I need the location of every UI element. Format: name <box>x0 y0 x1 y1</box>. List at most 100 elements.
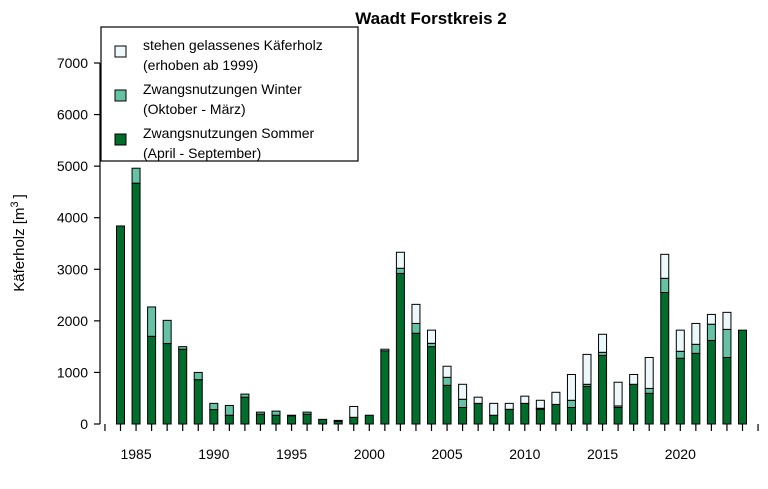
legend-label-sommer: Zwangsnutzungen Sommer <box>143 125 315 141</box>
y-tick-label: 2000 <box>57 313 88 329</box>
bar-winter-1987 <box>162 319 172 345</box>
bar-sommer-2024 <box>738 329 747 425</box>
bar-winter-1992 <box>240 393 250 398</box>
bar-stehen-2017 <box>629 373 639 385</box>
bar-stehen-2010 <box>520 395 530 404</box>
bar-winter-1990 <box>209 402 219 411</box>
bar-stehen-2013 <box>566 373 576 401</box>
x-tick-label: 2005 <box>431 446 462 462</box>
bar-stehen-2015 <box>598 333 608 353</box>
x-tick-label: 1985 <box>120 446 151 462</box>
y-tick-label: 3000 <box>57 261 88 277</box>
bar-sommer-1993 <box>255 413 265 425</box>
y-tick-label: 6000 <box>57 107 88 123</box>
legend: stehen gelassenes Käferholz (erhoben ab … <box>100 26 359 162</box>
bar-stehen-2018 <box>644 356 654 389</box>
bar-stehen-2006 <box>458 383 468 400</box>
bar-sommer-2023 <box>722 356 732 425</box>
bar-sommer-2015 <box>598 354 608 425</box>
bar-winter-2006 <box>458 398 468 408</box>
bar-stehen-2023 <box>722 311 732 330</box>
y-tick-label: 1000 <box>57 364 88 380</box>
bar-sommer-2014 <box>582 385 592 425</box>
x-tick-label: 2010 <box>509 446 540 462</box>
bar-sommer-2016 <box>613 406 623 425</box>
bar-sommer-1995 <box>287 415 297 425</box>
y-tick-label: 0 <box>80 416 88 432</box>
bar-stehen-2003 <box>411 303 421 324</box>
bar-stehen-2021 <box>691 322 701 345</box>
x-tick-label: 2015 <box>587 446 618 462</box>
bar-winter-1995 <box>287 414 297 417</box>
bar-sommer-2022 <box>706 339 716 425</box>
bar-sommer-2003 <box>411 332 421 425</box>
bar-sommer-2005 <box>442 384 452 425</box>
bar-sommer-1989 <box>193 379 203 425</box>
bar-winter-2003 <box>411 322 421 334</box>
bar-sommer-2002 <box>395 272 405 425</box>
legend-label-sommer-sub: (April - September) <box>143 145 261 161</box>
bar-winter-1994 <box>271 410 281 416</box>
bar-winter-1993 <box>255 411 265 415</box>
bar-winter-2018 <box>644 387 654 394</box>
legend-swatch-sommer <box>114 133 127 146</box>
bar-sommer-2008 <box>489 414 499 425</box>
bar-sommer-1994 <box>271 414 281 425</box>
bar-stehen-2009 <box>504 402 514 410</box>
bar-sommer-2006 <box>458 406 468 425</box>
bar-stehen-2002 <box>395 251 405 269</box>
bar-winter-2019 <box>660 277 670 293</box>
bar-winter-2022 <box>706 323 716 341</box>
legend-label-winter: Zwangsnutzungen Winter <box>143 81 302 97</box>
bar-sommer-2020 <box>675 357 685 425</box>
bar-sommer-1988 <box>178 348 188 425</box>
bar-sommer-2010 <box>520 402 530 425</box>
bar-sommer-2009 <box>504 408 514 425</box>
bar-stehen-2019 <box>660 253 670 279</box>
bar-winter-1991 <box>224 404 234 416</box>
bar-sommer-1991 <box>224 414 234 425</box>
legend-swatch-winter <box>114 89 127 102</box>
bar-sommer-1996 <box>302 413 312 425</box>
bar-winter-2004 <box>427 342 436 348</box>
bar-winter-2021 <box>691 343 701 354</box>
legend-box <box>100 26 359 162</box>
bar-sommer-2011 <box>535 408 545 425</box>
bar-winter-2013 <box>566 399 576 408</box>
bar-sommer-1997 <box>318 418 328 425</box>
bar-sommer-1985 <box>131 182 141 425</box>
bar-winter-1996 <box>302 411 312 415</box>
y-axis: 0 1000 2000 3000 4000 5000 6000 7000 <box>57 55 101 432</box>
bars <box>116 167 747 425</box>
y-tick-label: 7000 <box>57 55 88 71</box>
x-tick-label: 1990 <box>198 446 229 462</box>
legend-swatch-stehen <box>114 45 127 58</box>
bar-sommer-2004 <box>427 346 436 425</box>
bar-stehen-2022 <box>706 313 716 325</box>
legend-label-stehen: stehen gelassenes Käferholz <box>143 37 323 53</box>
bar-stehen-2016 <box>613 381 623 407</box>
bar-winter-2005 <box>442 376 452 386</box>
bar-sommer-1986 <box>147 335 157 425</box>
bar-sommer-2017 <box>629 383 639 425</box>
bar-stehen-2020 <box>675 329 685 352</box>
bar-winter-2002 <box>395 267 405 274</box>
bar-sommer-2018 <box>644 392 654 425</box>
x-axis: 1985 1990 1995 2000 2005 2010 2015 2020 <box>104 424 759 462</box>
bar-winter-1985 <box>131 167 141 184</box>
bar-sommer-2007 <box>473 402 483 425</box>
bar-stehen-2008 <box>489 402 499 416</box>
bar-winter-2020 <box>675 350 685 359</box>
bar-sommer-1984 <box>116 225 125 425</box>
bar-stehen-2004 <box>427 329 436 344</box>
bar-sommer-2001 <box>380 350 390 425</box>
bar-winter-2023 <box>722 328 732 358</box>
bar-sommer-1987 <box>162 343 172 425</box>
y-tick-label: 4000 <box>57 210 88 226</box>
y-axis-label: Käferholz [m3] <box>9 194 28 292</box>
bar-sommer-1990 <box>209 409 219 425</box>
bar-winter-1986 <box>147 306 157 337</box>
chart-title: Waadt Forstkreis 2 <box>355 9 506 28</box>
bar-sommer-2021 <box>691 352 701 425</box>
